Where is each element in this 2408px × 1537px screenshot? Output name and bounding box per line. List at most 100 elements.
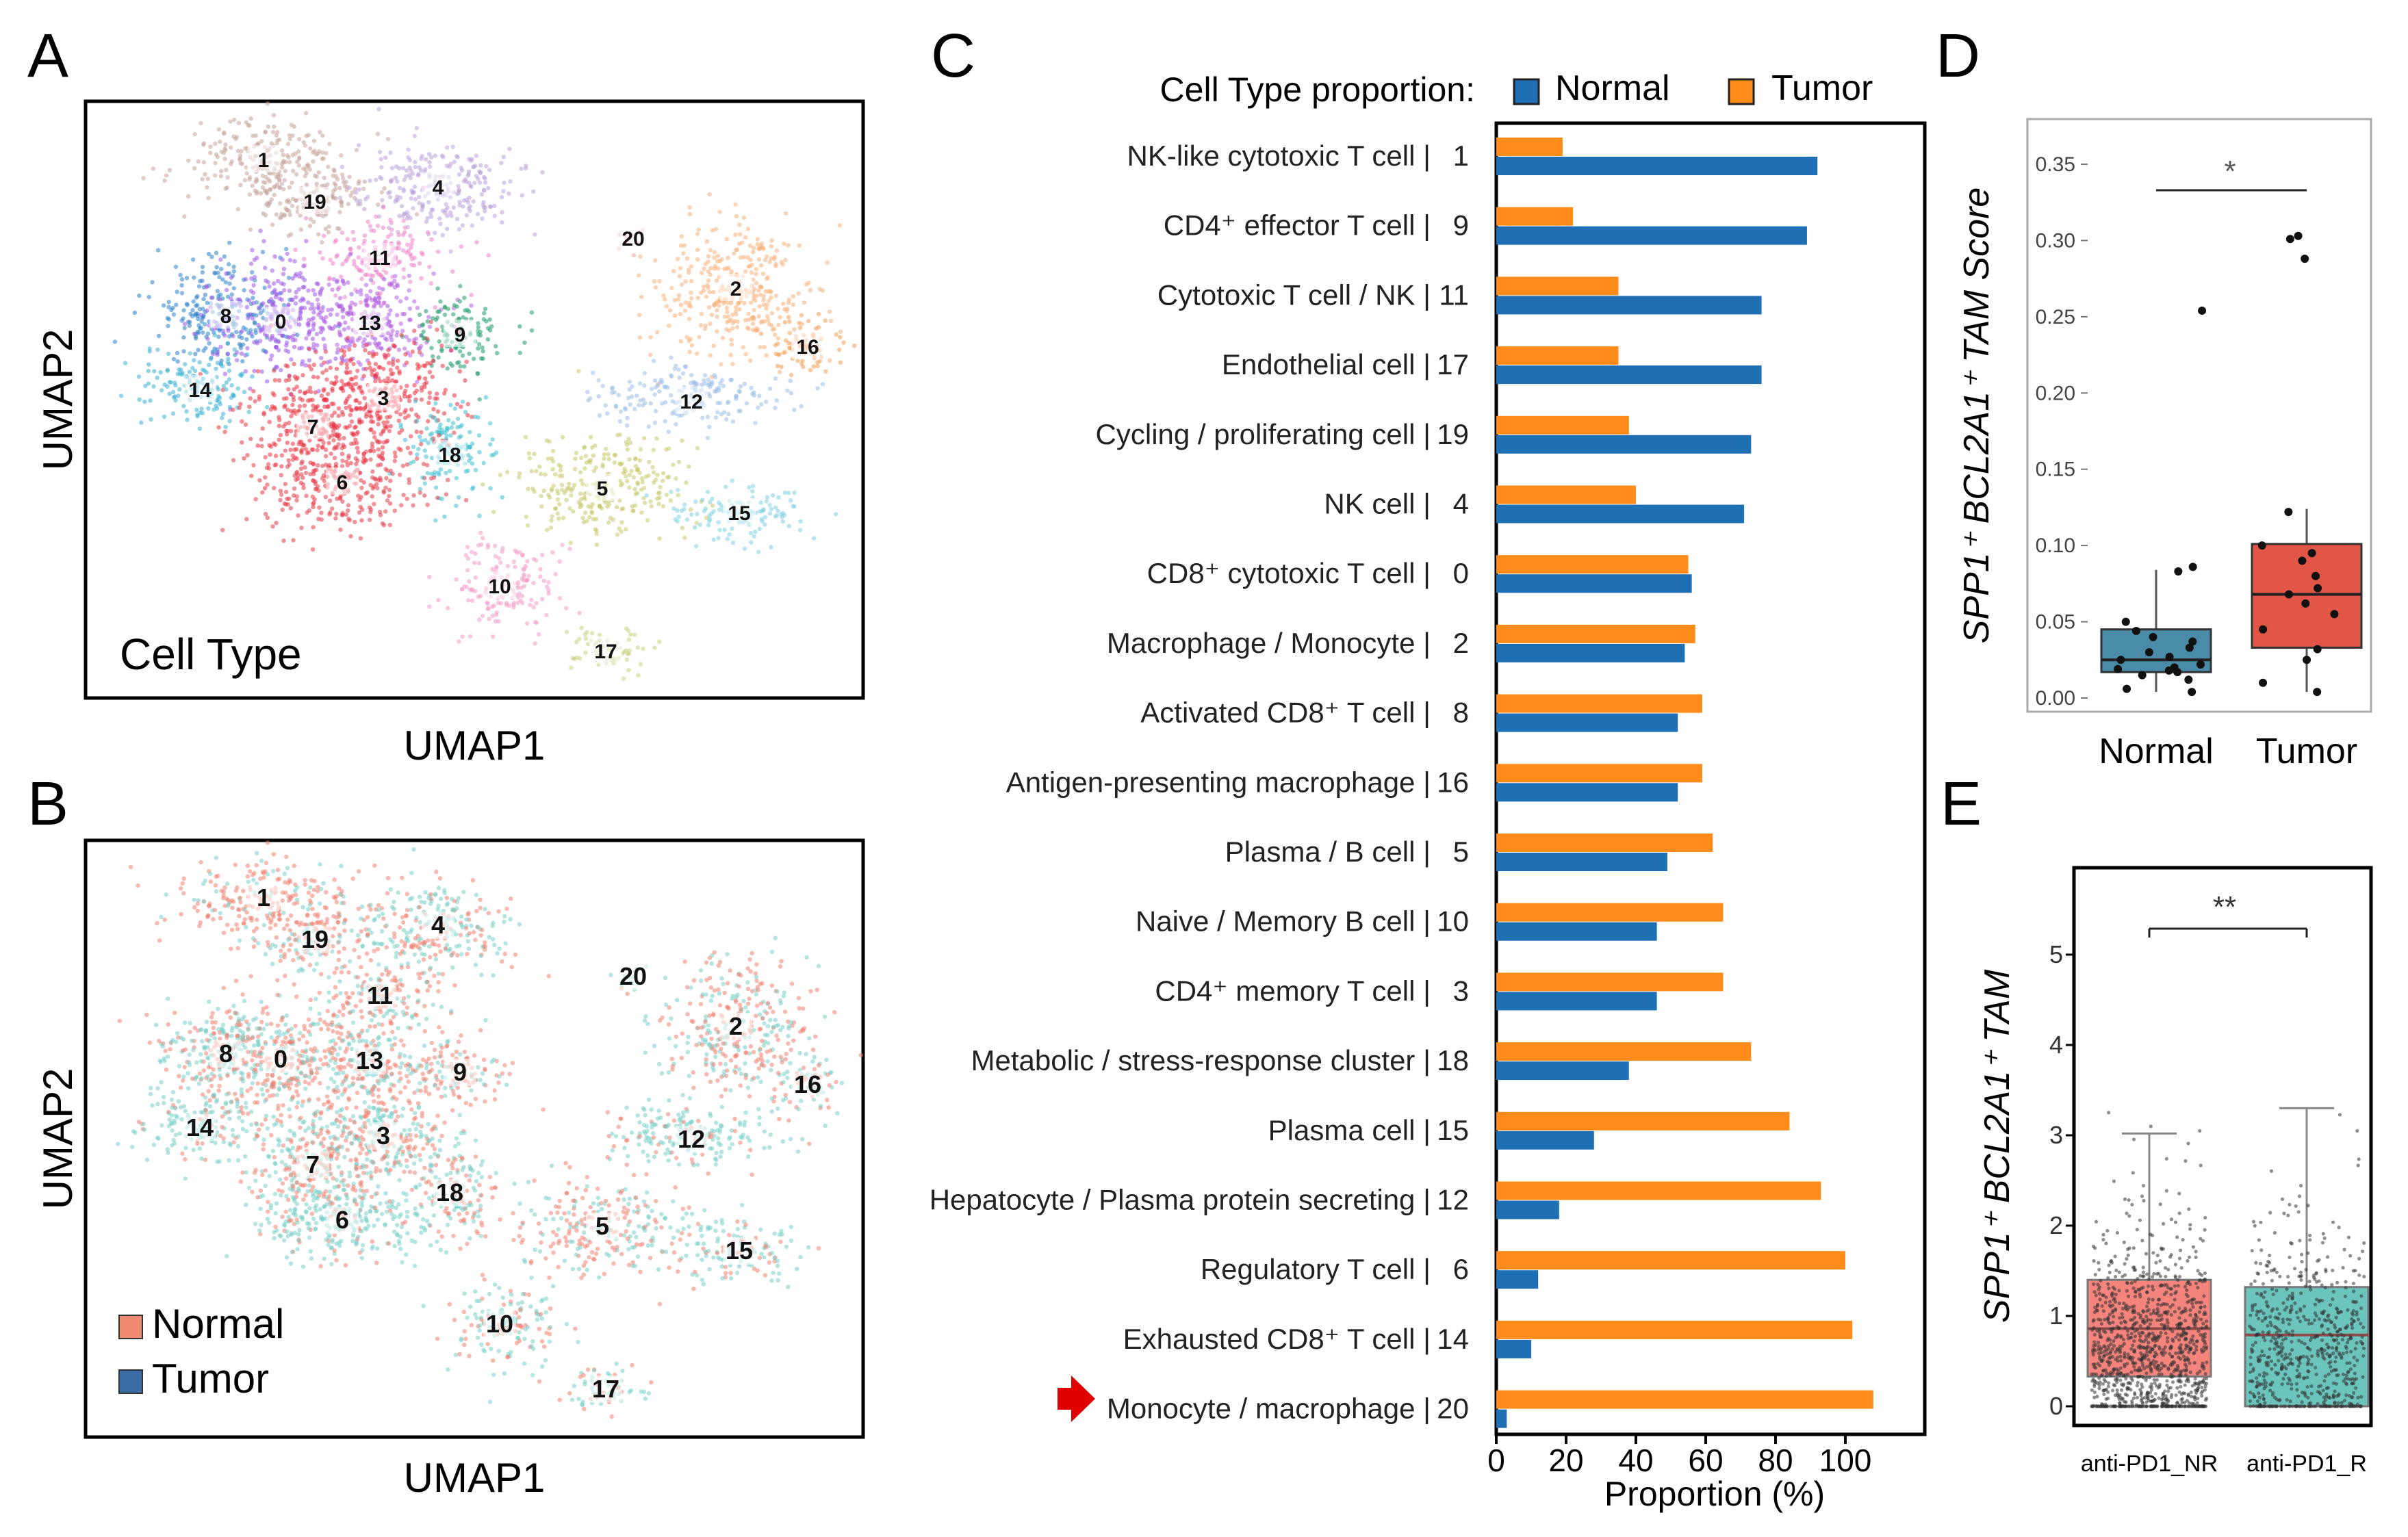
category-id-12: 12 (1437, 1184, 1469, 1216)
chart-d-significance: * (2224, 155, 2236, 188)
umap-b-label-bg-12 (675, 1126, 708, 1153)
d-point-Normal-8 (2196, 660, 2205, 669)
category-id-8: 8 (1453, 697, 1469, 729)
bar-normal-3 (1496, 992, 1657, 1011)
bar-tumor-4 (1496, 485, 1636, 504)
d-point-Tumor-9 (2311, 571, 2320, 580)
chart-c-xlabel: Proportion (%) (1604, 1475, 1825, 1513)
umap-a-label-bg-7 (296, 412, 329, 439)
umap-a-cluster-label-8: 8 (220, 305, 232, 328)
chart-d-boxplot: 0.00 0.05 0.10 0.15 0.20 0.25 0.30 0.35 Normal Tu… (2036, 153, 2363, 771)
bar-normal-6 (1496, 1270, 1539, 1289)
chart-c-x-ticks: 0 20 40 60 80 100 (1487, 1434, 1871, 1478)
bar-normal-16 (1496, 783, 1678, 802)
umap-a-cluster-label-9: 9 (454, 324, 466, 346)
legend-c-normal-label: Normal (1555, 68, 1670, 108)
umap-a-label-bg-19 (298, 187, 331, 214)
umap-b-cluster-label-9: 9 (453, 1058, 467, 1086)
bar-normal-11 (1496, 296, 1762, 315)
umap-a-label-bg-13 (353, 308, 386, 335)
x-tick-label-80: 80 (1758, 1443, 1793, 1478)
umap-a-label-bg-10 (483, 571, 516, 599)
bar-tumor-6 (1496, 1251, 1845, 1270)
panel-a: A 1 19 4 11 8 0 13 9 14 7 3 18 6 2 16 12 5 15 10 17 20 Cell … (27, 22, 865, 768)
panel-letter-d: D (1936, 22, 1980, 90)
category-name-11: Cytotoxic T cell / NK | (1157, 279, 1431, 311)
d-point-Normal-7 (2170, 663, 2179, 672)
umap-b-cluster-label-17: 17 (592, 1375, 619, 1403)
e-ytick-1: 1 (2049, 1302, 2063, 1330)
legend-c-tumor-label: Tumor (1771, 68, 1873, 108)
umap-a-label-bg-1 (247, 145, 280, 172)
x-tick-label-60: 60 (1688, 1443, 1723, 1478)
category-name-10: Naive / Memory B cell | (1136, 905, 1431, 938)
legend-normal-label: Normal (152, 1301, 284, 1347)
category-id-0: 0 (1453, 557, 1469, 589)
umap-b-cluster-label-20: 20 (619, 962, 647, 990)
category-id-4: 4 (1453, 488, 1469, 520)
x-tick-label-20: 20 (1548, 1443, 1583, 1478)
umap-b-label-bg-5 (586, 1213, 619, 1240)
panel-e: E 0 1 2 3 4 5 anti-PD1_NR anti-PD1_R SPP1⁺ BCL2… (1941, 770, 2373, 1477)
bar-normal-2 (1496, 643, 1685, 662)
bar-normal-5 (1496, 853, 1667, 871)
category-name-17: Endothelial cell | (1222, 348, 1431, 380)
d-ytick-0.25: 0.25 (2036, 306, 2075, 328)
umap-b-label-bg-4 (422, 912, 454, 939)
umap-b-cluster-label-12: 12 (678, 1125, 705, 1153)
umap-a-cluster-label-1: 1 (258, 149, 270, 172)
category-id-2: 2 (1453, 627, 1469, 659)
chart-e-significance: ** (2213, 890, 2236, 924)
bar-normal-4 (1496, 504, 1745, 524)
umap-a-label-bg-5 (586, 474, 619, 501)
umap-b-cluster-label-14: 14 (186, 1113, 214, 1141)
umap-a-cluster-label-14: 14 (188, 379, 212, 402)
umap-b-cluster-label-11: 11 (367, 981, 393, 1009)
panel-b-legend: Normal Tumor (118, 1301, 284, 1402)
bar-tumor-8 (1496, 694, 1702, 713)
bar-normal-19 (1496, 435, 1752, 454)
umap-b-cluster-label-3: 3 (376, 1122, 390, 1150)
d-point-Normal-9 (2116, 656, 2125, 664)
umap-b-cluster-label-13: 13 (356, 1046, 383, 1074)
umap-b-points-0 (178, 973, 427, 1131)
umap-a-cluster-labels: 1 19 4 11 8 0 13 9 14 7 3 18 6 2 16 12 5 15 10 17 20 (183, 145, 824, 664)
category-id-9: 9 (1453, 209, 1469, 242)
bar-normal-9 (1496, 226, 1807, 245)
category-name-0: CD8⁺ cytotoxic T cell | (1147, 557, 1431, 589)
d-point-Normal-16 (2121, 617, 2130, 626)
d-point-Normal-2 (2184, 675, 2193, 684)
d-ytick-0.10: 0.10 (2036, 534, 2075, 557)
bar-tumor-15 (1496, 1111, 1790, 1131)
category-name-4: NK cell | (1324, 488, 1431, 520)
bar-normal-15 (1496, 1131, 1594, 1150)
d-ytick-0.15: 0.15 (2036, 458, 2075, 481)
panel-b-xlabel: UMAP1 (404, 1455, 546, 1501)
category-id-16: 16 (1437, 766, 1469, 798)
panel-letter-c: C (931, 22, 975, 90)
umap-b-label-bg-9 (444, 1059, 476, 1086)
category-name-5: Plasma / B cell | (1225, 836, 1431, 868)
d-point-Normal-1 (2123, 684, 2131, 693)
d-point-Normal-17 (2174, 567, 2183, 576)
d-ytick-0.20: 0.20 (2036, 382, 2075, 404)
bar-normal-20 (1496, 1409, 1507, 1428)
e-ytick-4: 4 (2049, 1031, 2063, 1059)
umap-b-label-bg-10 (483, 1310, 516, 1338)
umap-a-label-bg-6 (326, 467, 359, 495)
bar-tumor-11 (1496, 276, 1619, 296)
category-id-10: 10 (1437, 905, 1469, 938)
category-name-2: Macrophage / Monocyte | (1107, 627, 1431, 659)
umap-b-label-bg-18 (433, 1179, 466, 1206)
umap-a-label-bg-17 (589, 636, 622, 664)
category-id-20: 20 (1437, 1393, 1469, 1425)
e-group-label-anti-PD1_R: anti-PD1_R (2246, 1451, 2367, 1477)
category-name-8: Activated CD8⁺ T cell | (1140, 697, 1431, 729)
bar-normal-14 (1496, 1339, 1531, 1358)
category-id-11: 11 (1439, 279, 1469, 311)
umap-a-cluster-label-5: 5 (597, 478, 609, 500)
category-name-15: Plasma cell | (1268, 1114, 1431, 1146)
legend-c-tumor-swatch (1728, 78, 1755, 105)
umap-b-cluster-label-8: 8 (219, 1039, 233, 1068)
bar-tumor-9 (1496, 207, 1574, 226)
